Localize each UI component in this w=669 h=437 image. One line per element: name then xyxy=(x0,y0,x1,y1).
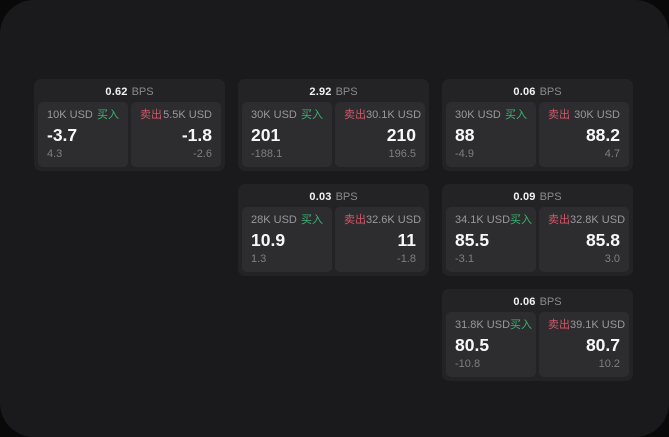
sell-price: 210 xyxy=(386,125,416,145)
quote-card-body: 30K USD 买入 201 -188.1 卖出 30.1K USD 210 1… xyxy=(238,102,429,171)
bps-unit-label: BPS xyxy=(335,85,358,98)
sell-pane[interactable]: 卖出 32.8K USD 85.8 3.0 xyxy=(539,207,629,272)
bps-unit-label: BPS xyxy=(539,295,562,308)
sell-notional: 32.8K USD xyxy=(570,214,626,226)
buy-pane[interactable]: 28K USD 买入 10.9 1.3 xyxy=(242,207,332,272)
buy-label: 买入 xyxy=(505,109,527,121)
sell-pane[interactable]: 卖出 5.5K USD -1.8 -2.6 xyxy=(131,102,221,167)
sell-label: 卖出 xyxy=(548,214,570,226)
buy-price: 85.5 xyxy=(455,230,490,250)
quote-card: 0.06 BPS 31.8K USD 买入 80.5 -10.8 卖出 39.1… xyxy=(442,289,633,381)
sell-label: 卖出 xyxy=(140,109,162,121)
buy-secondary-value: 4.3 xyxy=(47,148,63,160)
sell-label: 卖出 xyxy=(548,109,570,121)
spread-value: 0.62 xyxy=(105,85,128,98)
sell-notional: 5.5K USD xyxy=(163,109,212,121)
quote-card: 0.03 BPS 28K USD 买入 10.9 1.3 卖出 32.6K US… xyxy=(238,184,429,276)
quote-card: 0.62 BPS 10K USD 买入 -3.7 4.3 卖出 5.5K USD xyxy=(34,79,225,171)
sell-pane[interactable]: 卖出 30.1K USD 210 196.5 xyxy=(335,102,425,167)
bps-unit-label: BPS xyxy=(131,85,154,98)
buy-notional: 34.1K USD xyxy=(455,214,511,226)
buy-label: 买入 xyxy=(301,214,323,226)
buy-notional: 10K USD xyxy=(47,109,93,121)
sell-notional: 30.1K USD xyxy=(366,109,422,121)
sell-label: 卖出 xyxy=(548,319,570,331)
quote-card-body: 34.1K USD 买入 85.5 -3.1 卖出 32.8K USD 85.8… xyxy=(442,207,633,276)
sell-secondary-value: 3.0 xyxy=(604,253,620,265)
bps-unit-label: BPS xyxy=(539,85,562,98)
sell-notional: 39.1K USD xyxy=(570,319,626,331)
quote-card: 0.06 BPS 30K USD 买入 88 -4.9 卖出 30K USD xyxy=(442,79,633,171)
buy-notional: 28K USD xyxy=(251,214,297,226)
spread-header: 2.92 BPS xyxy=(238,79,429,102)
buy-label: 买入 xyxy=(510,319,533,331)
buy-pane[interactable]: 31.8K USD 买入 80.5 -10.8 xyxy=(446,312,536,377)
sell-price: 80.7 xyxy=(585,335,620,355)
sell-secondary-value: 10.2 xyxy=(598,358,620,370)
buy-label: 买入 xyxy=(510,214,533,226)
buy-pane[interactable]: 34.1K USD 买入 85.5 -3.1 xyxy=(446,207,536,272)
spread-header: 0.62 BPS xyxy=(34,79,225,102)
quotes-grid: 0.62 BPS 10K USD 买入 -3.7 4.3 卖出 5.5K USD xyxy=(34,79,633,381)
buy-notional: 30K USD xyxy=(455,109,501,121)
sell-price: 11 xyxy=(397,230,417,250)
buy-secondary-value: -3.1 xyxy=(455,253,474,265)
buy-pane[interactable]: 30K USD 买入 88 -4.9 xyxy=(446,102,536,167)
sell-notional: 32.6K USD xyxy=(366,214,422,226)
buy-secondary-value: -188.1 xyxy=(251,148,283,160)
buy-price: 10.9 xyxy=(251,230,286,250)
buy-notional: 31.8K USD xyxy=(455,319,511,331)
quote-card-body: 10K USD 买入 -3.7 4.3 卖出 5.5K USD -1.8 -2.… xyxy=(34,102,225,171)
buy-label: 买入 xyxy=(97,109,119,121)
spread-value: 0.06 xyxy=(513,295,536,308)
buy-pane[interactable]: 10K USD 买入 -3.7 4.3 xyxy=(38,102,128,167)
sell-notional: 30K USD xyxy=(574,109,620,121)
sell-secondary-value: 4.7 xyxy=(604,148,620,160)
spread-value: 2.92 xyxy=(309,85,332,98)
buy-notional: 30K USD xyxy=(251,109,297,121)
sell-secondary-value: 196.5 xyxy=(388,148,416,160)
buy-price: 201 xyxy=(251,125,281,145)
bps-unit-label: BPS xyxy=(335,190,358,203)
spread-value: 0.06 xyxy=(513,85,536,98)
buy-price: -3.7 xyxy=(47,125,78,145)
buy-secondary-value: -10.8 xyxy=(455,358,481,370)
sell-pane[interactable]: 卖出 39.1K USD 80.7 10.2 xyxy=(539,312,629,377)
quote-card-body: 28K USD 买入 10.9 1.3 卖出 32.6K USD 11 -1.8 xyxy=(238,207,429,276)
buy-price: 80.5 xyxy=(455,335,490,355)
sell-label: 卖出 xyxy=(344,214,366,226)
spread-header: 0.03 BPS xyxy=(238,184,429,207)
quote-card-body: 30K USD 买入 88 -4.9 卖出 30K USD 88.2 4.7 xyxy=(442,102,633,171)
sell-pane[interactable]: 卖出 30K USD 88.2 4.7 xyxy=(539,102,629,167)
buy-pane[interactable]: 30K USD 买入 201 -188.1 xyxy=(242,102,332,167)
spread-value: 0.03 xyxy=(309,190,332,203)
buy-label: 买入 xyxy=(301,109,323,121)
spread-header: 0.06 BPS xyxy=(442,289,633,312)
bps-unit-label: BPS xyxy=(539,190,562,203)
spread-header: 0.06 BPS xyxy=(442,79,633,102)
sell-secondary-value: -1.8 xyxy=(397,253,416,265)
buy-price: 88 xyxy=(455,125,475,145)
spread-header: 0.09 BPS xyxy=(442,184,633,207)
sell-secondary-value: -2.6 xyxy=(193,148,212,160)
sell-label: 卖出 xyxy=(344,109,366,121)
sell-price: -1.8 xyxy=(181,125,212,145)
spread-value: 0.09 xyxy=(513,190,536,203)
quote-card: 2.92 BPS 30K USD 买入 201 -188.1 卖出 30.1K … xyxy=(238,79,429,171)
sell-pane[interactable]: 卖出 32.6K USD 11 -1.8 xyxy=(335,207,425,272)
buy-secondary-value: -4.9 xyxy=(455,148,474,160)
quote-card-body: 31.8K USD 买入 80.5 -10.8 卖出 39.1K USD 80.… xyxy=(442,312,633,381)
sell-price: 85.8 xyxy=(585,230,620,250)
buy-secondary-value: 1.3 xyxy=(251,253,267,265)
quote-card: 0.09 BPS 34.1K USD 买入 85.5 -3.1 卖出 32.8K… xyxy=(442,184,633,276)
sell-price: 88.2 xyxy=(585,125,620,145)
